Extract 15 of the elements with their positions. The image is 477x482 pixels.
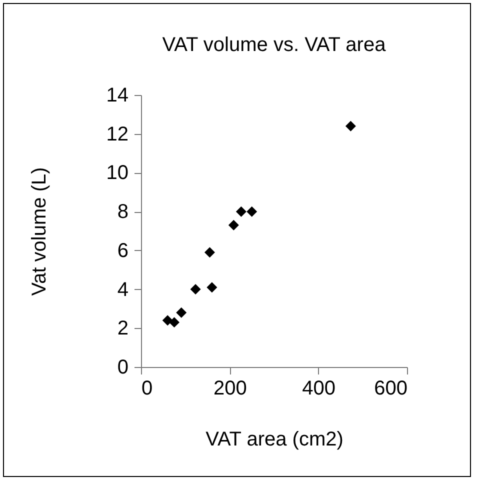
x-tick-label: 400 <box>302 378 336 400</box>
x-axis-title: VAT area (cm2) <box>206 428 344 450</box>
y-axis-title: Vat volume (L) <box>28 167 50 296</box>
x-tick-label: 0 <box>142 378 153 400</box>
y-tick-label: 10 <box>106 162 128 184</box>
chart-title: VAT volume vs. VAT area <box>162 34 387 56</box>
y-tick-label: 6 <box>117 240 128 262</box>
y-tick-label: 4 <box>117 278 128 301</box>
y-tick-label: 12 <box>106 123 128 146</box>
y-tick-label: 14 <box>106 84 128 106</box>
x-tick-label: 600 <box>374 378 408 400</box>
y-tick-label: 0 <box>117 356 128 378</box>
x-tick-label: 200 <box>213 378 247 400</box>
y-tick-label: 8 <box>117 201 128 224</box>
y-tick-label: 2 <box>117 318 128 340</box>
